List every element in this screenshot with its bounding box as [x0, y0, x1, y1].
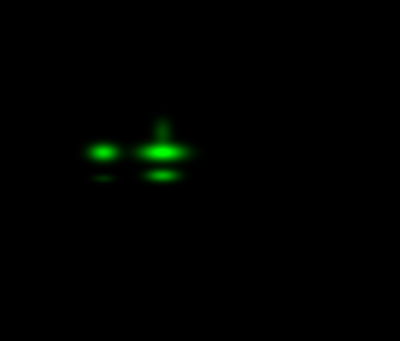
Text: 100: 100	[37, 27, 65, 40]
Text: 15: 15	[47, 303, 65, 316]
Text: 55: 55	[47, 91, 65, 104]
Text: 70: 70	[47, 61, 65, 74]
Text: 25: 25	[47, 213, 65, 226]
Text: 35: 35	[47, 168, 65, 181]
Text: A: A	[98, 3, 108, 17]
Text: KDa: KDa	[22, 3, 54, 17]
Text: B: B	[157, 3, 167, 17]
Text: 40: 40	[46, 146, 65, 159]
